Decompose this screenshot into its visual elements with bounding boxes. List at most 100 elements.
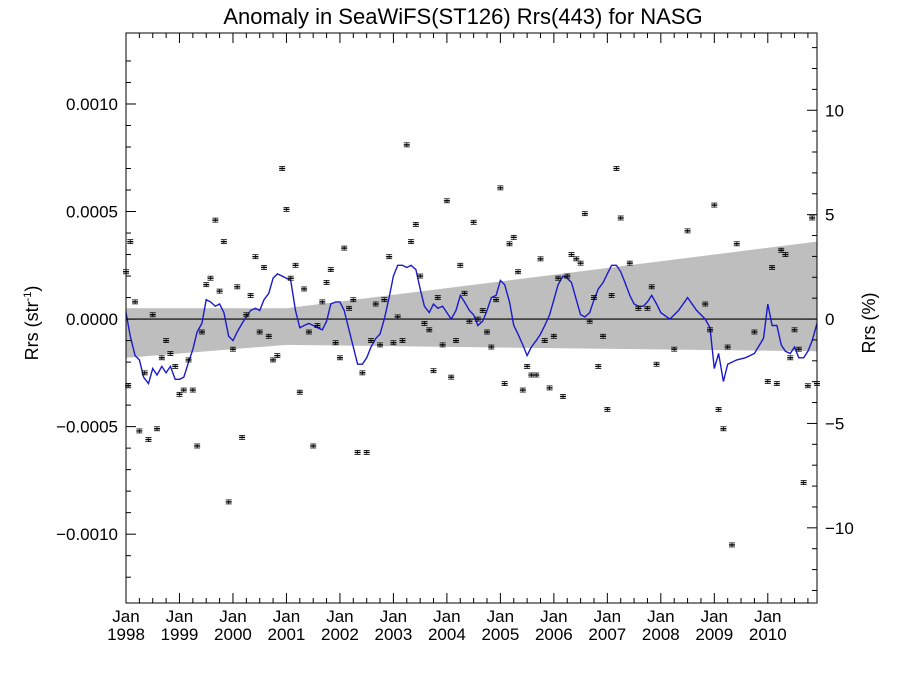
anomaly-point [265,333,272,339]
anomaly-point [145,437,152,442]
anomaly-point [484,329,491,335]
anomaly-point [220,239,227,245]
anomaly-point [470,219,477,225]
anomaly-point [635,305,642,311]
anomaly-point [559,394,566,399]
trend-band-layer [126,241,817,358]
x-tick-label-year: 2009 [695,625,733,644]
anomaly-point [158,355,165,361]
anomaly-point [448,374,455,380]
anomaly-point [283,206,290,212]
anomaly-point [537,256,544,262]
y-right-tick-label: 5 [825,206,834,225]
anomaly-point [319,299,326,305]
x-tick-label-month: Jan [647,607,674,626]
anomaly-point [430,368,437,374]
anomaly-point [751,329,758,335]
anomaly-point [515,269,522,275]
y-left-tick-label: −0.0005 [56,418,118,437]
anomaly-point [501,381,508,387]
anomaly-point [167,351,174,356]
anomaly-point [720,426,727,432]
anomaly-point [707,327,714,333]
anomaly-point [671,346,678,352]
x-tick-label-year: 2006 [535,625,573,644]
anomaly-point [787,355,794,361]
y-left-tick-label: 0.0000 [66,310,118,329]
anomaly-point [292,262,299,268]
x-tick-label-month: Jan [380,607,407,626]
anomaly-point [172,363,179,369]
anomaly-point [474,316,481,322]
anomaly-point [274,353,281,359]
anomaly-point [452,338,459,343]
anomaly-point [256,329,263,335]
anomaly-point [180,387,187,393]
anomaly-point [457,262,464,268]
anomaly-point [287,275,294,281]
anomaly-point [149,312,156,318]
anomaly-point [377,342,384,348]
anomaly-point [809,215,816,221]
anomaly-point [604,407,611,412]
anomaly-point [198,329,205,335]
y-axis-left-label-sup: -1 [22,292,34,302]
anomaly-point [189,387,196,393]
anomaly-point [684,228,691,234]
y-axis-right-label: Rrs (%) [859,293,879,354]
anomaly-point [573,256,580,262]
smoothed-line-layer [125,264,818,386]
anomaly-point [577,260,584,266]
plot-frame [125,32,818,604]
anomaly-point [769,265,776,270]
x-tick-label-year: 1999 [161,625,199,644]
anomaly-point [488,344,495,350]
anomaly-point [260,265,267,270]
anomaly-point [390,340,397,346]
anomaly-point [332,340,339,346]
x-tick-label-year: 2000 [214,625,252,644]
anomaly-point [782,252,789,257]
anomaly-point [764,379,771,384]
anomaly-point [412,222,419,227]
anomaly-point [327,267,334,273]
anomaly-point [581,211,588,217]
x-tick-label-month: Jan [166,607,193,626]
anomaly-point [791,327,798,333]
anomaly-point [301,286,308,292]
y-right-tick-label: 10 [825,101,844,120]
anomaly-point [417,273,424,279]
anomaly-point [733,241,740,247]
anomaly-point [234,284,241,290]
y-left-tick-label: −0.0010 [56,525,118,544]
x-tick-label-month: Jan [219,607,246,626]
x-tick-label-month: Jan [754,607,781,626]
y-axis-left-label-close: ) [22,286,42,292]
anomaly-point [136,428,143,434]
x-tick-label-year: 2008 [642,625,680,644]
anomaly-point [399,338,406,343]
anomaly-point [367,338,374,343]
anomaly-point [203,282,210,288]
x-tick-label-year: 2010 [749,625,787,644]
axes-layer: Jan1998Jan1999Jan2000Jan2001Jan2002Jan20… [56,32,854,644]
anomaly-point [216,288,223,294]
x-tick-label-month: Jan [326,607,353,626]
anomaly-point [506,241,513,247]
y-left-tick-label: 0.0010 [66,95,118,114]
x-tick-label-month: Jan [540,607,567,626]
anomaly-point [443,198,450,204]
anomaly-point [225,499,232,505]
anomaly-point [310,443,317,449]
x-tick-label-year: 2004 [428,625,466,644]
anomaly-point [239,434,246,440]
x-tick-label-year: 2003 [375,625,413,644]
anomaly-point [408,239,415,245]
anomaly-point [434,295,441,300]
anomaly-point [132,299,139,305]
anomaly-point [550,333,557,339]
anomaly-point [154,426,161,432]
x-tick-label-month: Jan [594,607,621,626]
x-tick-label-year: 2002 [321,625,359,644]
anomaly-point [127,239,134,245]
